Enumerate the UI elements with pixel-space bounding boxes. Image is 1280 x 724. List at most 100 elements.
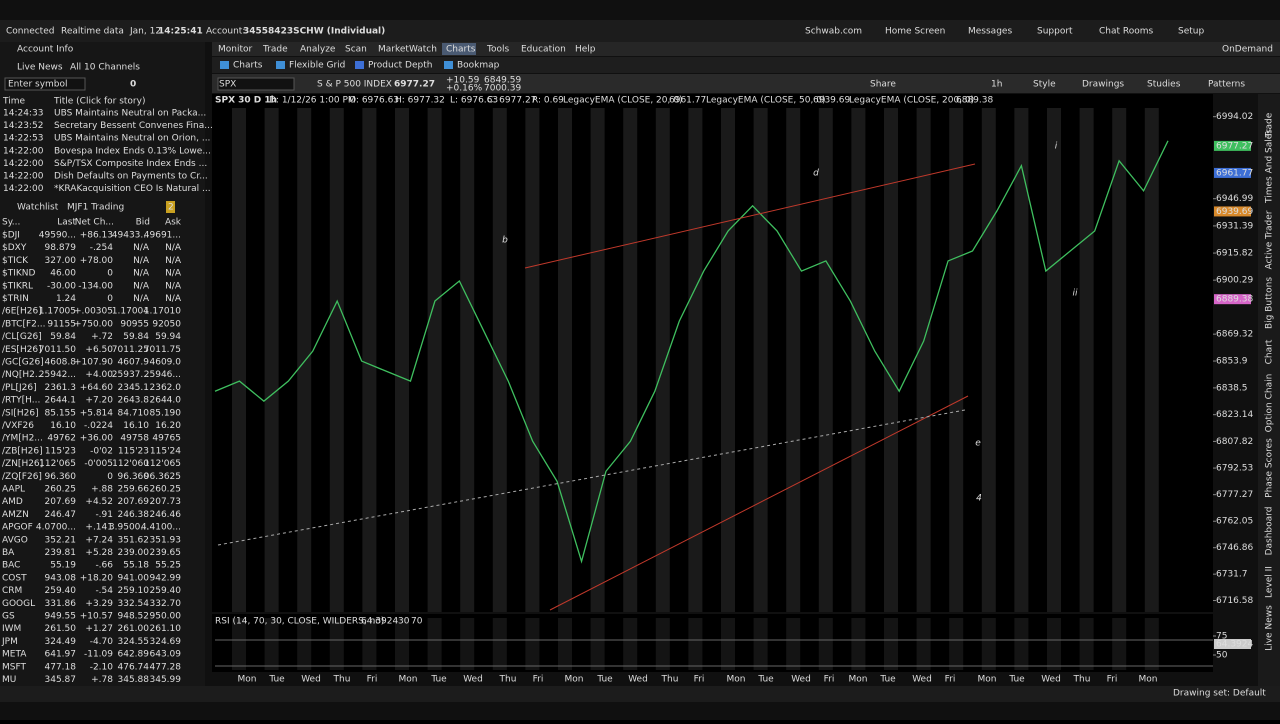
watch-cell: 1.17004 — [112, 307, 149, 317]
subtab[interactable]: Charts — [233, 61, 263, 71]
symbol[interactable]: /CL[G26] — [2, 332, 42, 342]
menu-item[interactable]: MarketWatch — [378, 45, 437, 55]
symbol[interactable]: /ZQ[F26] — [2, 472, 42, 482]
side-tab[interactable]: Big Buttons — [1265, 277, 1275, 329]
symbol[interactable]: GS — [2, 612, 15, 622]
menu-item[interactable]: Trade — [262, 45, 288, 55]
symbol[interactable]: AVGO — [2, 535, 28, 545]
menu-item[interactable]: Help — [575, 45, 596, 55]
watch-cell: 941.00 — [118, 573, 150, 583]
symbol[interactable]: APGOF — [2, 523, 33, 533]
symbol[interactable]: /ZB[H26] — [2, 446, 43, 456]
subtab[interactable]: Flexible Grid — [289, 61, 345, 71]
symbol[interactable]: $DJI — [2, 231, 20, 241]
side-tab[interactable]: Chart — [1265, 339, 1275, 364]
symbol[interactable]: JPM — [1, 637, 18, 647]
symbol[interactable]: /BTC[F2... — [2, 319, 45, 329]
side-tab[interactable]: Dashboard — [1265, 507, 1275, 556]
toolbar-button[interactable]: Style — [1033, 80, 1056, 90]
watch-cell: -.0224 — [84, 421, 113, 431]
symbol[interactable]: AAPL — [2, 485, 25, 495]
symbol[interactable]: META — [2, 650, 27, 660]
toolbar-button[interactable]: Share — [870, 80, 896, 90]
symbol-text[interactable]: SPX — [219, 80, 236, 90]
toolbar-button[interactable]: Drawings — [1082, 80, 1124, 90]
menu-item[interactable]: Analyze — [300, 45, 336, 55]
top-link[interactable]: Home Screen — [885, 27, 945, 37]
session-band — [721, 618, 735, 670]
toolbar-button[interactable]: Patterns — [1208, 80, 1245, 90]
symbol[interactable]: AMZN — [2, 510, 29, 520]
symbol[interactable]: MU — [2, 675, 16, 685]
top-link[interactable]: Chat Rooms — [1099, 27, 1154, 37]
ohlc: D: 1/12/26 1:00 PM — [269, 96, 356, 106]
news-headline[interactable]: Secretary Bessent Convenes Fina... — [54, 121, 213, 131]
symbol[interactable]: /SI[H26] — [2, 408, 39, 418]
symbol[interactable]: /NQ[H2... — [2, 370, 43, 380]
symbol[interactable]: BAC — [2, 561, 20, 571]
symbol[interactable]: /YM[H2... — [2, 434, 43, 444]
y-tick-label: 6777.27 — [1216, 490, 1253, 500]
top-link[interactable]: Setup — [1178, 27, 1204, 37]
ondemand[interactable]: OnDemand — [1222, 45, 1273, 55]
news-headline[interactable]: *KRAKacquisition CEO Is Natural ... — [54, 184, 211, 194]
session-band — [590, 108, 605, 612]
menu-item[interactable]: Scan — [345, 45, 367, 55]
news-headline[interactable]: UBS Maintains Neutral on Packa... — [54, 109, 206, 119]
symbol[interactable]: $TICK — [2, 256, 29, 266]
toolbar-button[interactable]: 1h — [991, 80, 1002, 90]
top-link[interactable]: Messages — [968, 27, 1012, 37]
news-symbol-input[interactable] — [4, 77, 86, 91]
side-tab[interactable]: Phase Scores — [1265, 438, 1275, 498]
symbol[interactable]: $TIKRL — [2, 281, 33, 291]
status-connected: Connected — [6, 27, 54, 37]
symbol[interactable]: AMD — [2, 497, 23, 507]
account-label: Account: — [206, 27, 245, 37]
session-band — [492, 108, 507, 612]
symbol[interactable]: /GC[G26] — [2, 358, 44, 368]
menu-item[interactable]: Monitor — [218, 45, 253, 55]
subtab[interactable]: Bookmap — [457, 61, 500, 71]
top-link[interactable]: Schwab.com — [805, 27, 862, 37]
symbol[interactable]: COST — [2, 573, 27, 583]
news-headline[interactable]: S&P/TSX Composite Index Ends ... — [54, 159, 207, 169]
top-link[interactable]: Support — [1037, 27, 1073, 37]
symbol[interactable]: $DXY — [2, 243, 27, 253]
news-headline[interactable]: Dish Defaults on Payments to Cr... — [54, 172, 208, 182]
news-time: 14:22:00 — [3, 184, 44, 194]
session-band — [362, 618, 377, 670]
side-tab[interactable]: Times And Sales — [1265, 129, 1275, 204]
symbol[interactable]: CRM — [2, 586, 22, 596]
news-headline[interactable]: Bovespa Index Ends 0.13% Lowe... — [54, 146, 211, 156]
symbol-input[interactable] — [217, 77, 295, 91]
last-price: 6977.27 — [394, 80, 435, 90]
side-tab[interactable]: Live News — [1265, 605, 1275, 651]
symbol[interactable]: IWM — [2, 624, 21, 634]
symbol[interactable]: /ZN[H26] — [2, 459, 43, 469]
side-tab[interactable]: Option Chain — [1265, 374, 1275, 433]
symbol[interactable]: /6E[H26] — [2, 307, 42, 317]
symbol[interactable]: $TRIN — [2, 294, 29, 304]
side-tab[interactable]: Active Trader — [1265, 210, 1275, 269]
menu-item[interactable]: Tools — [486, 45, 509, 55]
menu-item[interactable]: Education — [521, 45, 566, 55]
subtab-icon — [220, 61, 229, 69]
symbol[interactable]: GOOGL — [2, 599, 35, 609]
side-tab[interactable]: Level II — [1265, 566, 1275, 598]
subtab[interactable]: Product Depth — [368, 61, 432, 71]
study-label: LegacyEMA (CLOSE, 200, 0) — [849, 96, 974, 106]
trendline — [217, 409, 966, 546]
symbol[interactable]: /ES[H26] — [2, 345, 42, 355]
symbol[interactable]: MSFT — [2, 662, 26, 672]
menu-item[interactable]: Charts — [446, 45, 476, 55]
symbol[interactable]: $TIKND — [2, 269, 36, 279]
symbol[interactable]: /RTY[H... — [2, 396, 40, 406]
watch-cell: 55.19 — [50, 561, 76, 571]
toolbar-button[interactable]: Studies — [1147, 80, 1181, 90]
side-tab[interactable]: Trade — [1265, 112, 1275, 138]
symbol[interactable]: BA — [2, 548, 15, 558]
symbol[interactable]: /PL[J26] — [2, 383, 37, 393]
news-headline[interactable]: UBS Maintains Neutral on Orion, ... — [54, 134, 210, 144]
watch-cell: -2.10 — [90, 662, 114, 672]
symbol[interactable]: /VXF26 — [2, 421, 34, 431]
